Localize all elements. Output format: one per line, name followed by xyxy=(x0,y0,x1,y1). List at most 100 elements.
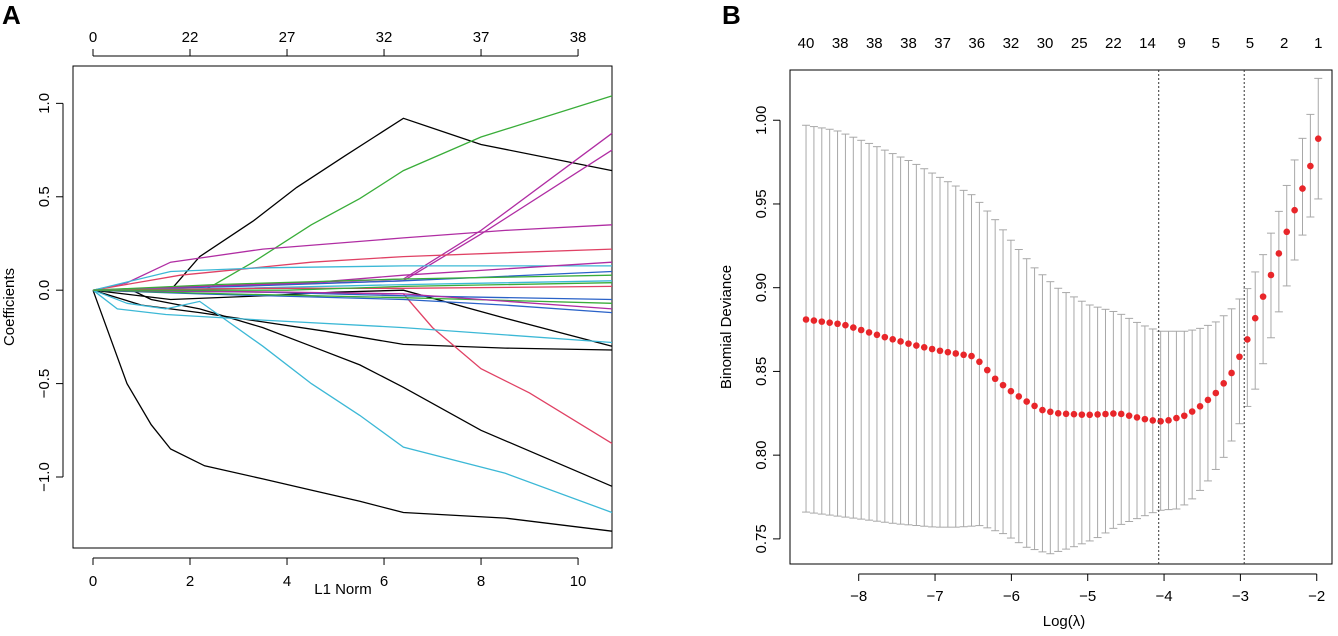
deviance-point xyxy=(952,350,960,357)
coefficient-path-19 xyxy=(92,289,613,304)
deviance-point xyxy=(1165,417,1172,424)
deviance-point xyxy=(976,358,983,366)
deviance-point xyxy=(1244,336,1251,343)
deviance-point xyxy=(826,319,833,326)
panel-b-top-label: 37 xyxy=(934,35,951,52)
deviance-point xyxy=(865,329,873,336)
panel-a-top-tick-label: 27 xyxy=(279,29,296,46)
deviance-point xyxy=(1062,410,1070,418)
panel-b-letter: B xyxy=(722,0,741,30)
deviance-point xyxy=(1299,185,1306,192)
panel-b-top-label: 14 xyxy=(1139,35,1156,52)
deviance-point xyxy=(1275,250,1283,257)
panel-a-y-tick-label: 0.5 xyxy=(36,186,53,207)
panel-a-x-tick-label: 0 xyxy=(89,573,97,590)
panel-b-top-label: 38 xyxy=(832,35,849,52)
panel-a-plot-frame xyxy=(72,65,613,549)
panel-b-top-label: 1 xyxy=(1314,35,1322,52)
panel-a-x-tick-label: 4 xyxy=(283,573,291,590)
deviance-point xyxy=(1031,402,1038,410)
deviance-point xyxy=(1180,412,1188,420)
panel-b-top-label: 25 xyxy=(1071,35,1088,52)
deviance-point xyxy=(881,333,889,341)
deviance-point xyxy=(1314,135,1322,142)
deviance-point xyxy=(1212,389,1220,397)
panel-b-top-label: 38 xyxy=(866,35,883,52)
deviance-point xyxy=(1236,353,1243,361)
panel-b-y-tick-label: 0.85 xyxy=(753,357,770,386)
panel-b-top-label: 36 xyxy=(968,35,985,52)
panel-a-ylabel: Coefficients xyxy=(1,268,18,346)
coefficient-path-18 xyxy=(92,274,613,291)
deviance-point xyxy=(834,320,841,328)
panel-a-y-tick-label: −1.0 xyxy=(36,462,53,492)
panel-b-x-tick-label: −6 xyxy=(1003,588,1020,605)
panel-b-y-tick-label: 1.00 xyxy=(753,106,770,135)
panel-b-plot-area: −8 −7 −6 −5 −4 −3 −2 40 38 38 38 37 36 32 30 25 22 14 9 5 5 2… xyxy=(753,35,1333,605)
deviance-point xyxy=(1039,406,1046,414)
panel-b-xlabel: Log(λ) xyxy=(1043,613,1086,630)
panel-a-top-tick-label: 22 xyxy=(182,29,199,46)
deviance-point xyxy=(968,352,975,360)
deviance-point xyxy=(889,336,897,343)
panel-b-x-tick-label: −8 xyxy=(850,588,867,605)
deviance-point xyxy=(1007,387,1015,395)
panel-b-top-label: 30 xyxy=(1037,35,1054,52)
deviance-point xyxy=(920,343,928,351)
panel-a-x-tick-label: 6 xyxy=(380,573,388,590)
panel-a-top-tick-label: 37 xyxy=(473,29,490,46)
deviance-point xyxy=(999,381,1007,389)
coefficient-path-11 xyxy=(92,289,613,444)
coefficient-path-17 xyxy=(92,261,613,291)
deviance-point xyxy=(1291,206,1298,214)
deviance-point xyxy=(1196,403,1204,410)
deviance-point xyxy=(1094,411,1101,418)
deviance-point xyxy=(873,331,881,339)
deviance-point xyxy=(1141,415,1149,423)
panel-a-x-tick-label: 10 xyxy=(570,573,587,590)
panel-a-letter: A xyxy=(2,0,21,30)
coefficient-path-2 xyxy=(93,289,613,487)
panel-b-x-tick-label: −2 xyxy=(1308,588,1325,605)
panel-b-top-label: 32 xyxy=(1003,35,1020,52)
deviance-point xyxy=(1228,369,1235,377)
panel-a-y-tick-label: −0.5 xyxy=(36,369,53,399)
deviance-point xyxy=(1283,228,1291,236)
panel-a: A 0 2 4 6 8 10 0 22 27 32 37 38 −1.0 −0.5 0.0 0.5 1.0 L1… xyxy=(1,0,613,598)
deviance-point xyxy=(1054,410,1062,417)
deviance-point xyxy=(1251,314,1259,322)
panel-b-y-tick-label: 0.90 xyxy=(753,273,770,302)
coefficient-path-23 xyxy=(92,289,613,310)
panel-a-y-tick-label: 1.0 xyxy=(36,93,53,114)
coefficient-path-3 xyxy=(93,117,613,291)
coefficient-path-5 xyxy=(92,289,613,347)
panel-b: B −8 −7 −6 −5 −4 −3 −240 38 38 38 37 36 32 30 25 22 14 9 5… xyxy=(718,0,1333,630)
coefficient-path-6 xyxy=(92,289,613,514)
deviance-point xyxy=(1133,414,1141,421)
deviance-point xyxy=(1259,293,1267,300)
coefficient-path-14 xyxy=(92,289,613,344)
deviance-point xyxy=(857,326,865,334)
panel-b-y-tick-label: 0.75 xyxy=(753,524,770,553)
deviance-point xyxy=(944,348,952,356)
deviance-point xyxy=(897,338,904,345)
deviance-point xyxy=(1307,162,1314,170)
panel-a-x-tick-label: 8 xyxy=(477,573,485,590)
panel-b-x-tick-label: −5 xyxy=(1079,588,1096,605)
deviance-point xyxy=(928,345,936,353)
panel-b-top-label: 40 xyxy=(798,35,815,52)
mean-points xyxy=(802,135,1322,425)
deviance-point xyxy=(1070,410,1078,418)
deviance-point xyxy=(818,318,826,325)
coefficient-path-9 xyxy=(92,149,613,291)
coefficient-path-12 xyxy=(92,248,613,291)
panel-a-plot-area: 0 2 4 6 8 10 0 22 27 32 37 38 −1.0 −0.5 0.0 0.5 1.0 xyxy=(36,29,613,590)
panel-a-top-tick-label: 32 xyxy=(376,29,393,46)
panel-a-xlabel: L1 Norm xyxy=(314,581,372,598)
panel-a-top-tick-label: 0 xyxy=(89,29,97,46)
deviance-point xyxy=(936,347,944,355)
deviance-point xyxy=(1204,396,1212,404)
panel-b-plot-frame xyxy=(789,69,1333,565)
coefficient-path-24 xyxy=(93,282,613,291)
deviance-point xyxy=(1015,393,1023,400)
